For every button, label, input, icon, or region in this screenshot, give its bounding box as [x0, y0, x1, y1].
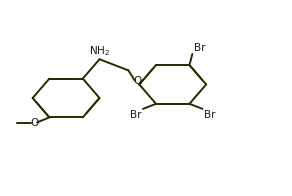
Text: Br: Br	[130, 110, 142, 120]
Text: Br: Br	[204, 110, 215, 120]
Text: Br: Br	[194, 43, 205, 53]
Text: O: O	[31, 118, 39, 128]
Text: O: O	[133, 76, 142, 86]
Text: NH$_2$: NH$_2$	[89, 44, 110, 58]
